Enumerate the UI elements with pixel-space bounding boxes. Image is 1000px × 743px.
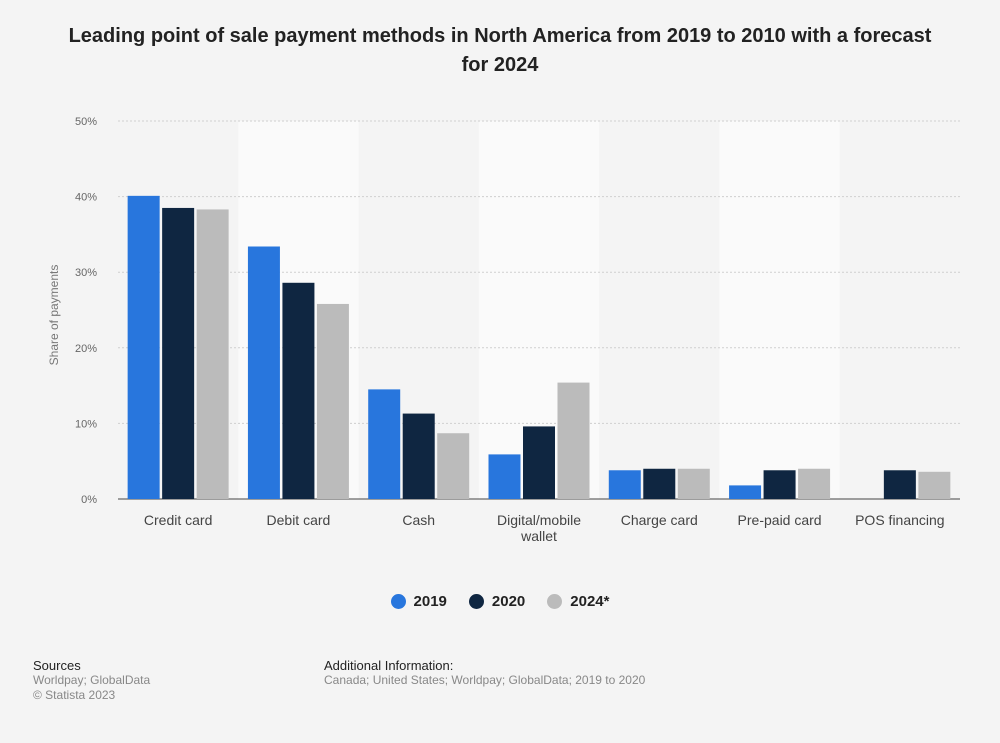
y-tick-label: 40% (75, 192, 97, 204)
x-tick-label: Cash (402, 512, 435, 528)
footer-sources: Sources Worldpay; GlobalData © Statista … (33, 658, 150, 703)
bar-2020 (763, 470, 796, 499)
chart-legend: 2019 2020 2024* (0, 593, 1000, 610)
sources-text: Worldpay; GlobalData (33, 673, 151, 687)
bar-2024 (677, 468, 710, 499)
y-tick-label: 30% (75, 267, 97, 279)
x-tick-label: Credit card (144, 512, 212, 528)
legend-label: 2020 (491, 593, 526, 610)
legend-item[interactable]: 2024* (547, 593, 609, 610)
bar-2020 (523, 426, 555, 499)
bar-2024 (316, 303, 349, 499)
bar-2024 (918, 471, 951, 499)
bar-2019 (608, 470, 641, 499)
chart-title: Leading point of sale payment methods in… (68, 25, 932, 76)
x-tick-label: Digital/mobile wallet (497, 512, 581, 544)
legend-label: 2024* (570, 593, 610, 610)
bar-2024 (437, 433, 470, 499)
bar-2019 (127, 195, 160, 499)
legend-label: 2019 (413, 593, 447, 610)
bar-2020 (162, 207, 195, 499)
legend-swatch (468, 594, 484, 609)
legend-item[interactable]: 2020 (468, 593, 526, 610)
y-tick-label: 20% (75, 343, 97, 355)
bar-2019 (368, 389, 401, 499)
x-tick-label: Debit card (267, 512, 331, 528)
y-axis-label: Share of payments (47, 265, 61, 366)
y-tick-label: 10% (75, 418, 97, 430)
info-heading: Additional Information: (324, 658, 454, 673)
bar-2020 (643, 468, 676, 499)
category-band (719, 121, 840, 499)
bar-2019 (247, 246, 280, 499)
bar-2020 (282, 282, 315, 499)
x-tick-label: Pre-paid card (738, 512, 822, 528)
legend-item[interactable]: 2019 (390, 593, 447, 610)
y-tick-label: 0% (81, 494, 97, 506)
bar-2019 (488, 454, 521, 499)
copyright-text: © Statista 2023 (33, 688, 116, 702)
bar-2019 (729, 485, 762, 499)
bar-2020 (402, 413, 435, 499)
bar-2024 (196, 209, 229, 499)
x-tick-label: Charge card (621, 512, 698, 528)
bar-2024 (798, 468, 831, 499)
sources-heading: Sources (33, 658, 81, 673)
bar-2020 (883, 470, 916, 499)
y-tick-label: 50% (75, 116, 97, 128)
chart-plot: 0% 10% 20% 30% 40% 50% Share of payments Credit… (47, 116, 960, 544)
info-text: Canada; United States; Worldpay; GlobalD… (324, 673, 646, 687)
x-tick-label: POS financing (855, 512, 945, 528)
legend-swatch (390, 594, 406, 609)
bar-2024 (557, 382, 590, 499)
footer-additional-info: Additional Information: Canada; United S… (324, 658, 645, 688)
legend-swatch (547, 594, 563, 609)
